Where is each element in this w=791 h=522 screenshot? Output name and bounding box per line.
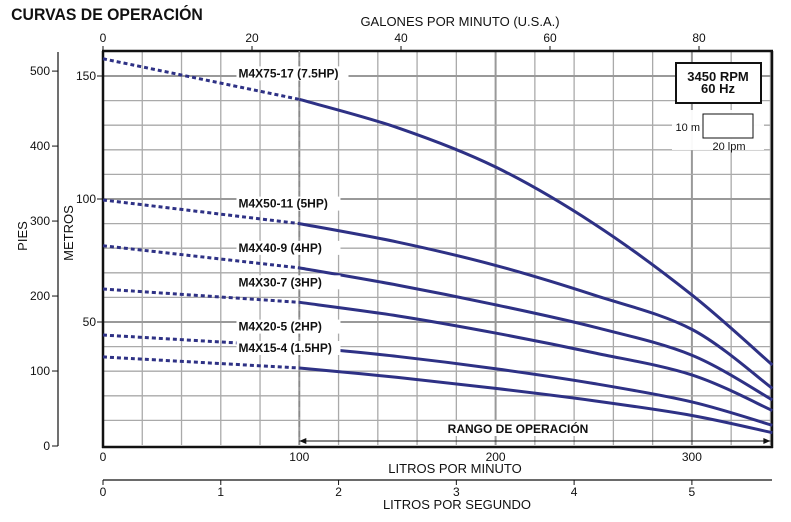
x-tick-label: 100 bbox=[289, 450, 309, 464]
x-top-label: GALONES POR MINUTO (U.S.A.) bbox=[360, 14, 559, 29]
series-label-bg bbox=[236, 240, 341, 255]
series-label: M4X50-11 (5HP) bbox=[238, 197, 327, 211]
operating-range-label: RANGO DE OPERACIÓN bbox=[448, 421, 589, 436]
scale-horizontal: 20 lpm bbox=[712, 141, 745, 153]
x-tick-label: 300 bbox=[682, 450, 702, 464]
curve-solid-3 bbox=[299, 300, 773, 412]
x-top-tick-label: 80 bbox=[692, 31, 706, 45]
series-label-bg bbox=[236, 319, 341, 334]
chart-title: CURVAS DE OPERACIÓN bbox=[11, 4, 203, 24]
y-pies-label: PIES bbox=[15, 221, 30, 251]
x-lps-tick-label: 3 bbox=[453, 485, 460, 499]
series-label-bg bbox=[236, 341, 341, 356]
y-metros-tick-label: 100 bbox=[76, 192, 96, 206]
x-lps-tick-label: 1 bbox=[217, 485, 224, 499]
series-label: M4X75-17 (7.5HP) bbox=[238, 66, 338, 80]
y-pies-tick-label: 300 bbox=[30, 214, 50, 228]
curve-dashed-4 bbox=[102, 333, 300, 349]
x-top-tick-label: 40 bbox=[394, 31, 408, 45]
x-top-tick-label: 60 bbox=[543, 31, 557, 45]
series-label: M4X40-9 (4HP) bbox=[238, 241, 321, 255]
series-label: M4X30-7 (3HP) bbox=[238, 275, 321, 289]
x-lps-tick-label: 5 bbox=[689, 485, 696, 499]
x-top-tick-label: 0 bbox=[100, 31, 107, 45]
y-pies-tick-label: 0 bbox=[43, 439, 50, 453]
series-label-bg bbox=[236, 196, 341, 211]
y-metros-tick-label: 150 bbox=[76, 69, 96, 83]
curve-solid-5 bbox=[299, 366, 773, 435]
info-hz: 60 Hz bbox=[701, 81, 735, 96]
x-lps-label: LITROS POR SEGUNDO bbox=[383, 497, 531, 512]
series-label: M4X15-4 (1.5HP) bbox=[238, 341, 331, 355]
series-label-bg bbox=[236, 66, 349, 81]
info-rpm: 3450 RPM bbox=[687, 69, 748, 84]
x-label: LITROS POR MINUTO bbox=[388, 461, 521, 476]
info-box: 3450 RPM 60 Hz bbox=[675, 62, 762, 104]
x-lps-tick-label: 4 bbox=[571, 485, 578, 499]
x-lps-tick-label: 0 bbox=[100, 485, 107, 499]
curve-dashed-2 bbox=[102, 244, 300, 270]
curve-solid-0 bbox=[298, 97, 774, 367]
y-pies-tick-label: 400 bbox=[30, 139, 50, 153]
x-tick-label: 0 bbox=[100, 450, 107, 464]
y-pies-tick-label: 200 bbox=[30, 289, 50, 303]
operating-range: RANGO DE OPERACIÓN bbox=[299, 421, 771, 444]
y-pies-tick-label: 100 bbox=[30, 364, 50, 378]
x-top-tick-label: 20 bbox=[245, 31, 259, 45]
scale-vertical: 10 m bbox=[676, 122, 700, 134]
curve-dashed-5 bbox=[102, 355, 300, 370]
x-lps-tick-label: 2 bbox=[335, 485, 342, 499]
y-metros-tick-label: 50 bbox=[83, 315, 97, 329]
curve-dashed-0 bbox=[102, 57, 300, 101]
series-label: M4X20-5 (2HP) bbox=[238, 320, 321, 334]
curve-solid-2 bbox=[299, 266, 774, 402]
scale-box: 10 m 20 lpm bbox=[672, 110, 764, 153]
y-metros-label: METROS bbox=[61, 205, 76, 261]
y-pies-tick-label: 500 bbox=[30, 64, 50, 78]
curve-solid-4 bbox=[299, 345, 773, 427]
series-label-bg bbox=[236, 275, 341, 290]
curve-dashed-1 bbox=[102, 198, 300, 226]
curve-solid-1 bbox=[299, 222, 774, 390]
x-tick-label: 200 bbox=[486, 450, 506, 464]
curve-dashed-3 bbox=[102, 287, 300, 304]
